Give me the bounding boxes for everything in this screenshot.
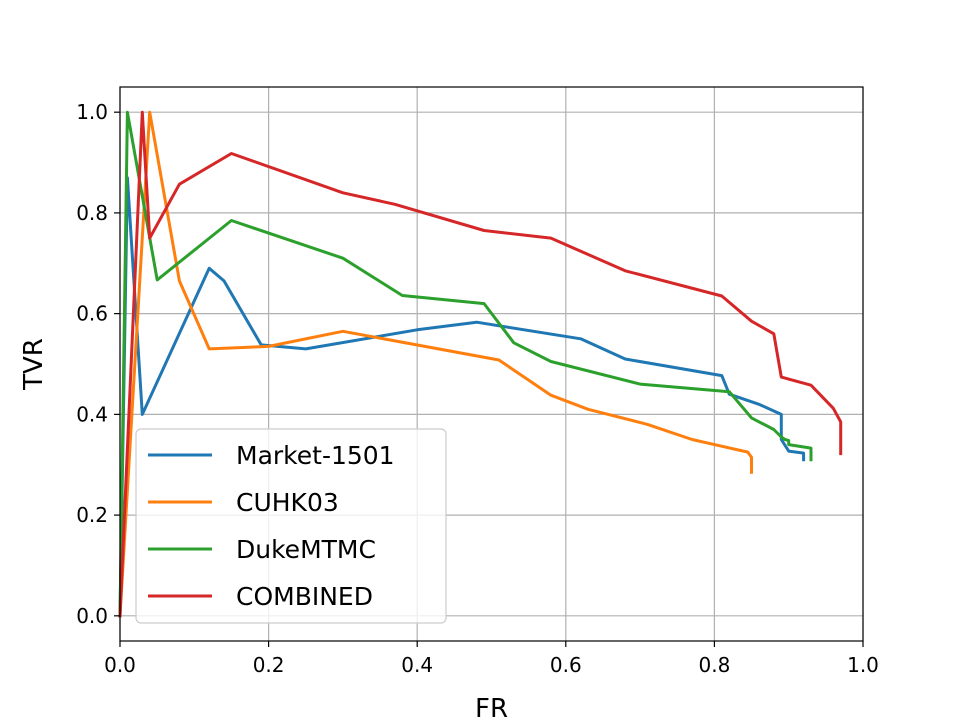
legend-label: COMBINED	[236, 582, 373, 611]
x-tick-label: 0.8	[698, 653, 730, 677]
series-line-4	[118, 110, 843, 618]
series-line-3	[118, 110, 813, 618]
legend-label: DukeMTMC	[236, 535, 376, 564]
x-axis-label: FR	[475, 694, 508, 720]
plot-frame	[119, 86, 864, 642]
y-tick-label: 0.0	[76, 604, 108, 628]
x-tick-label: 0.2	[253, 653, 285, 677]
y-tick-label: 0.4	[76, 402, 108, 426]
legend: Market-1501 CUHK03 DukeMTMC COMBINED	[135, 428, 447, 624]
x-tick-label: 0.6	[550, 653, 582, 677]
x-tick-label: 1.0	[847, 653, 879, 677]
legend-label: CUHK03	[236, 488, 339, 517]
series-lines	[118, 110, 843, 618]
axis-ticks: 0.0 0.2 0.4 0.6 0.8 1.0 0.0 0.2 0.4 0.6 0.8 1.0	[76, 100, 879, 677]
legend-box	[135, 428, 447, 624]
series-line-1	[118, 176, 806, 618]
y-axis-label: TVR	[19, 338, 49, 391]
series-line-2	[118, 110, 753, 618]
x-tick-label: 0.0	[104, 653, 136, 677]
y-tick-label: 0.8	[76, 201, 108, 225]
x-tick-label: 0.4	[401, 653, 433, 677]
legend-label: Market-1501	[236, 441, 395, 470]
y-tick-label: 0.2	[76, 503, 108, 527]
y-tick-label: 1.0	[76, 100, 108, 124]
y-tick-label: 0.6	[76, 302, 108, 326]
